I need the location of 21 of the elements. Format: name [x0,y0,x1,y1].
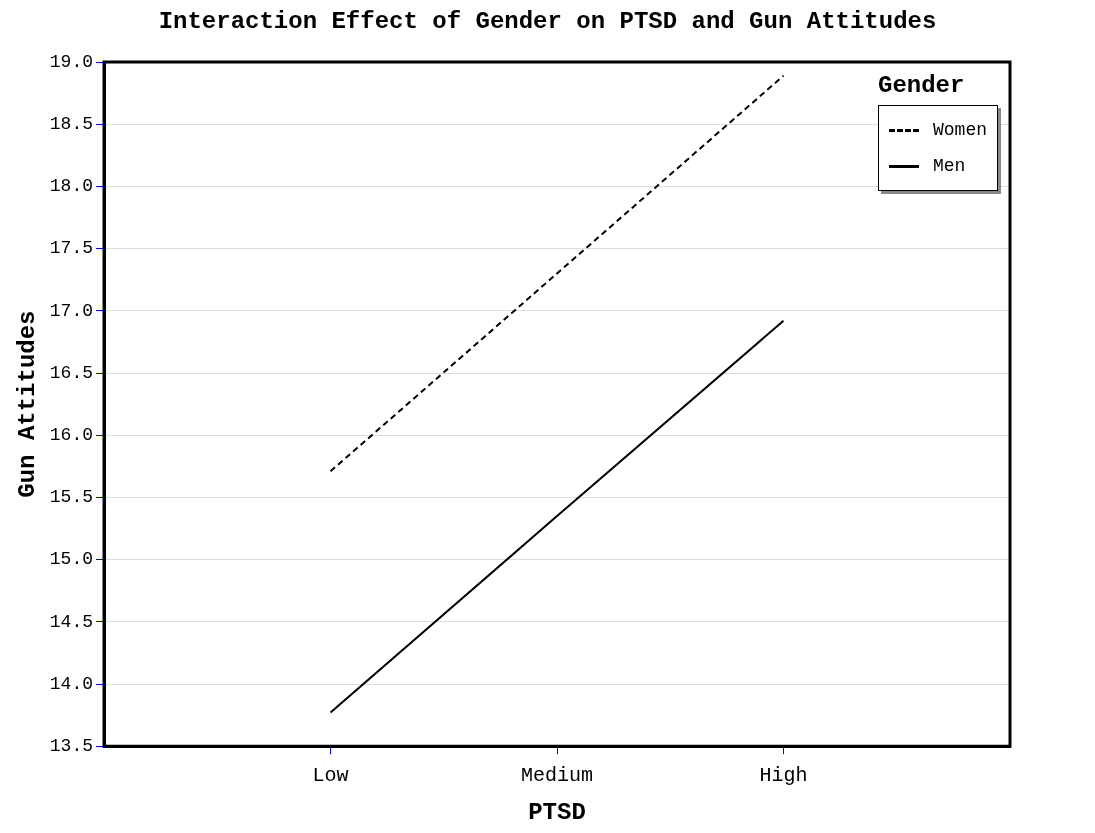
x-tick-label: High [759,764,808,788]
y-tick-label: 18.0 [49,176,94,197]
y-tick-label: 18.5 [49,113,94,134]
y-tick-label: 17.0 [49,300,94,321]
x-axis-title: PTSD [528,798,586,826]
y-tick-label: 15.0 [49,549,94,570]
y-tick-label: 16.0 [49,424,94,445]
x-tick-label: Low [312,764,349,788]
y-tick-label: 14.5 [49,611,94,632]
y-tick-label: 19.0 [49,51,94,72]
y-tick-label: 16.5 [49,362,94,383]
legend-title: Gender [878,72,966,99]
x-tick-label: Medium [521,764,594,788]
legend-label: Men [933,156,966,176]
y-tick-label: 17.5 [49,238,94,259]
y-tick-label: 15.5 [49,487,94,508]
y-tick-label: 14.0 [49,673,94,694]
y-axis-title: Gun Attitudes [14,310,42,498]
chart-title: Interaction Effect of Gender on PTSD and Gun Attitudes [157,8,938,37]
legend-label: Women [933,120,988,140]
y-tick-label: 13.5 [49,735,94,756]
